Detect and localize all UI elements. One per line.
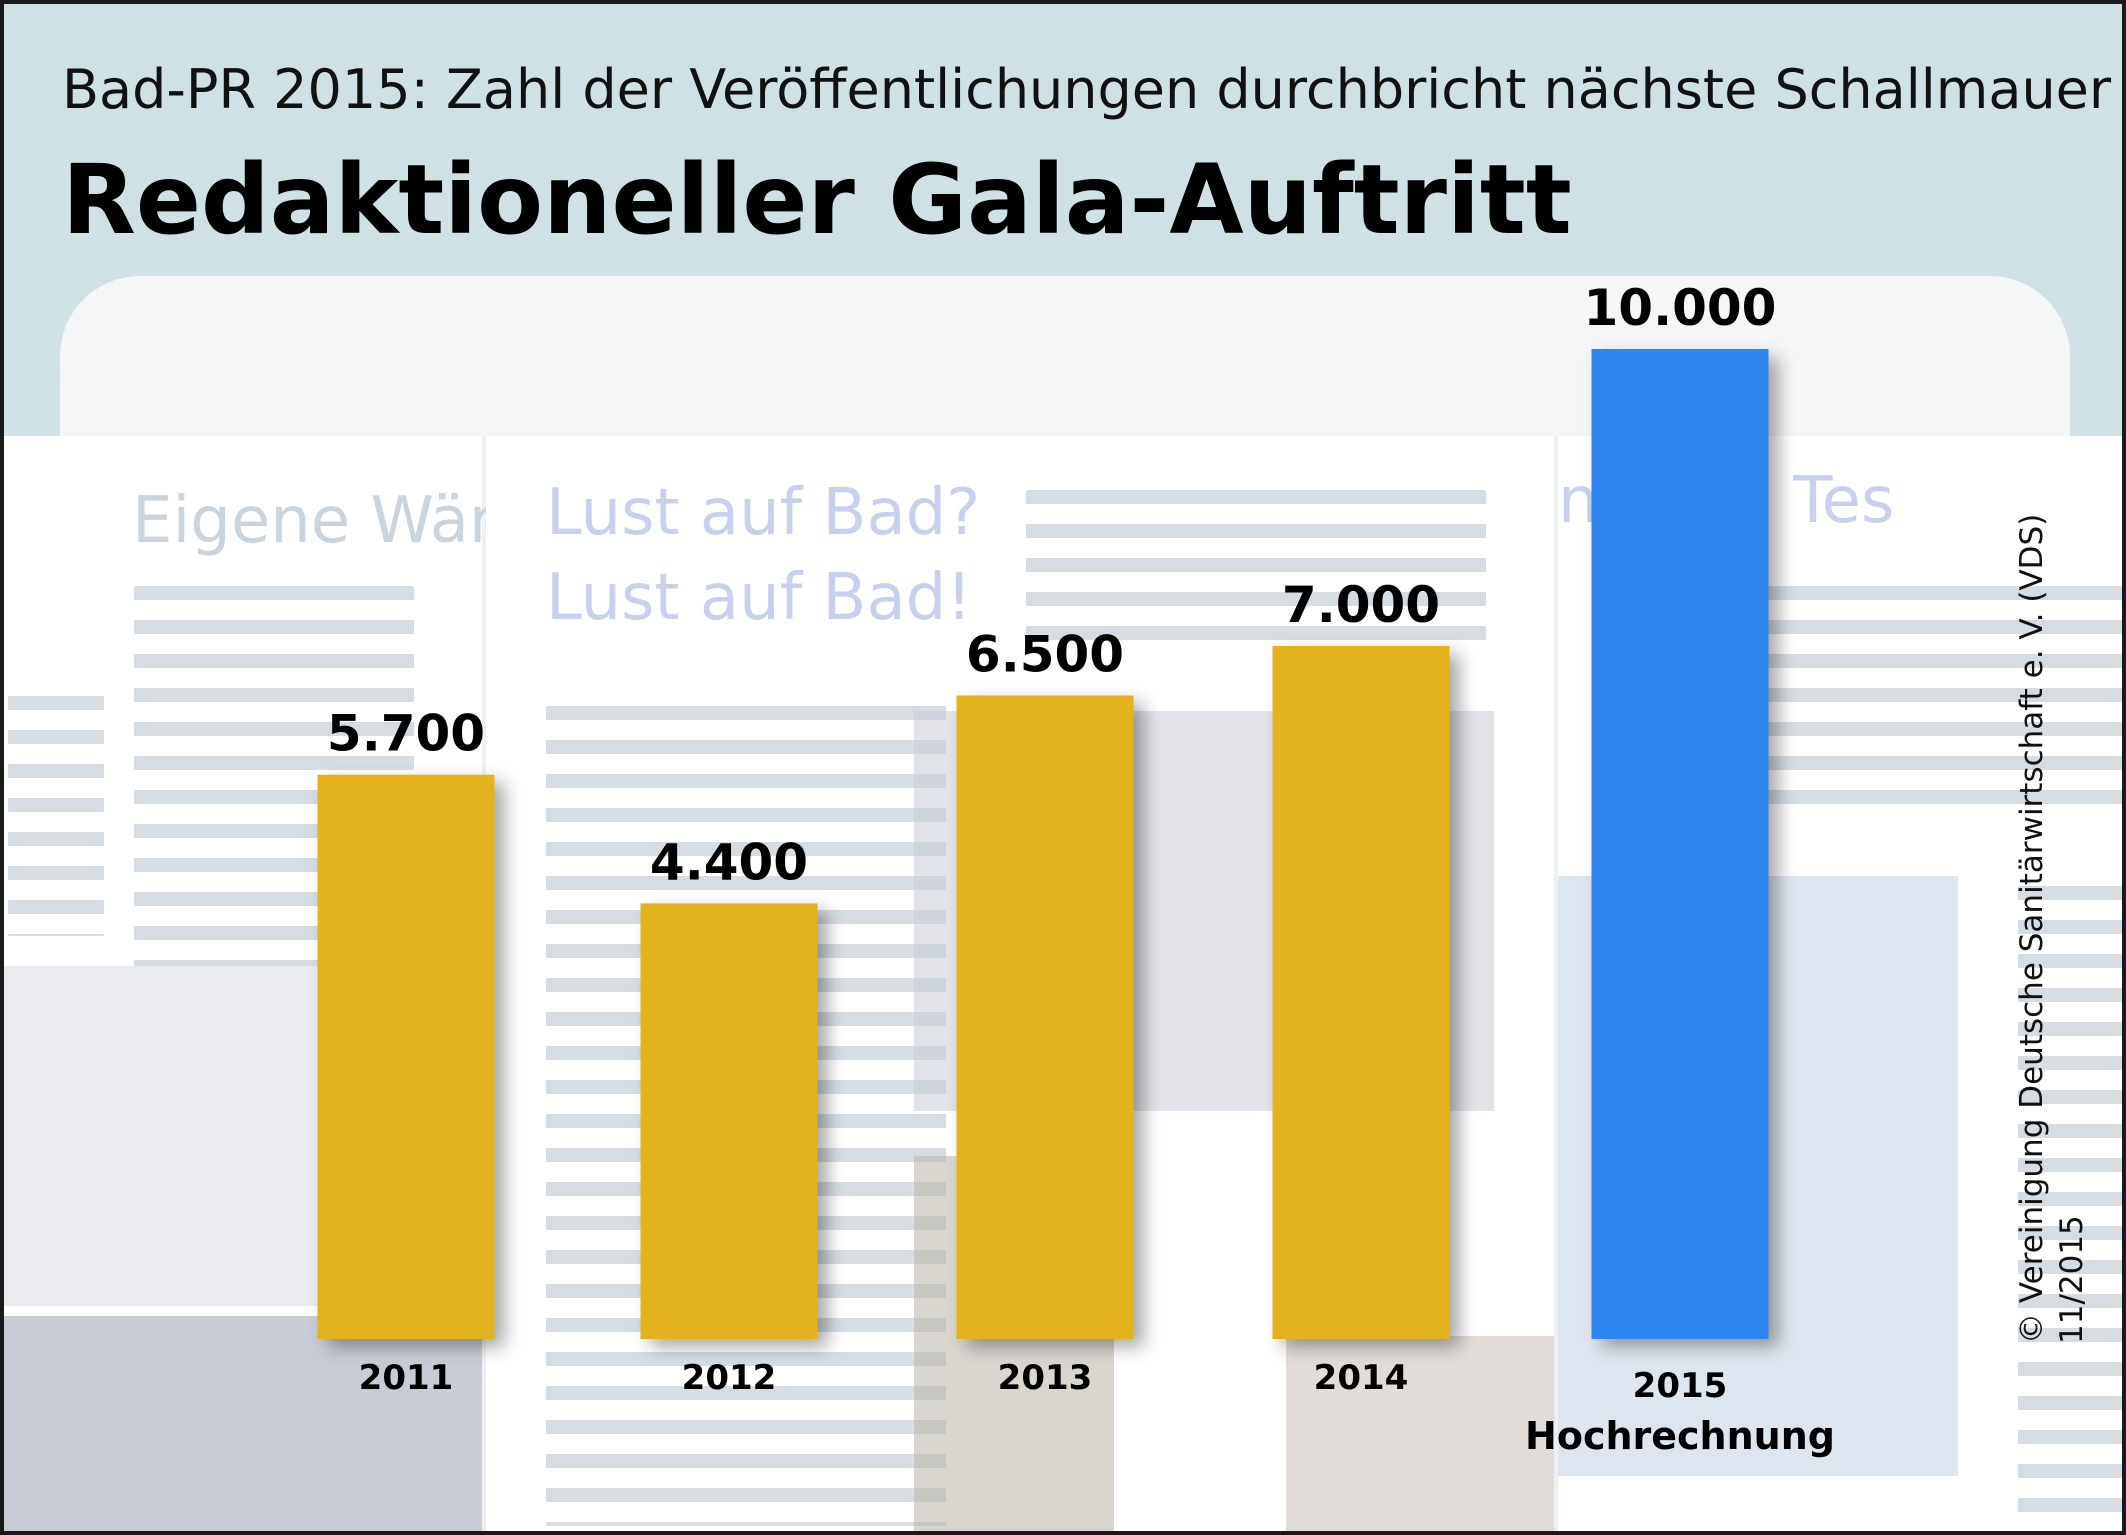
- credit-line-1: © Vereinigung Deutsche Sanitärwirtschaft…: [2014, 513, 2050, 1344]
- category-label-2013: 2013: [998, 1358, 1093, 1398]
- backdrop-text-block: [8, 696, 104, 936]
- value-label-2015: 10.000: [1584, 279, 1777, 337]
- backdrop-text-block: [1758, 586, 2122, 816]
- backdrop-text-block: [2018, 886, 2122, 1526]
- value-label-2012: 4.400: [650, 833, 808, 891]
- bar-2013: [956, 695, 1134, 1339]
- category-note-2015: Hochrechnung: [1525, 1414, 1835, 1458]
- value-label-2011: 5.700: [327, 705, 485, 763]
- backdrop-text-block: [1026, 490, 1486, 640]
- chart-title: Redaktioneller Gala-Auftritt: [62, 144, 1572, 256]
- category-label-2012: 2012: [682, 1358, 777, 1398]
- copyright-credit: © Vereinigung Deutsche Sanitärwirtschaft…: [2012, 514, 2092, 1344]
- backdrop-bathroom-image: [4, 1316, 482, 1531]
- value-label-2014: 7.000: [1282, 576, 1440, 634]
- value-label-2013: 6.500: [966, 626, 1124, 684]
- category-label-2015: 2015: [1633, 1366, 1728, 1406]
- bar-2011: [317, 774, 495, 1339]
- backdrop-heading-left: Eigene Wär: [132, 484, 496, 558]
- bar-2012: [640, 903, 818, 1339]
- bar-2015: [1591, 349, 1769, 1339]
- chart-subtitle: Bad-PR 2015: Zahl der Veröffentlichungen…: [62, 58, 2112, 121]
- bar-chart: 5.700 2011 4.400 2012 6.500 2013 7.000 2014 10.0…: [317, 279, 1835, 1458]
- credit-line-2: 11/2015: [2054, 1215, 2090, 1344]
- backdrop-photo: [1286, 1336, 1554, 1531]
- backdrop-heading-center-2: Lust auf Bad!: [546, 561, 972, 635]
- category-label-2011: 2011: [359, 1358, 454, 1398]
- bar-2014: [1272, 646, 1450, 1339]
- category-label-2014: 2014: [1314, 1358, 1409, 1398]
- backdrop-heading-center-1: Lust auf Bad?: [546, 476, 981, 550]
